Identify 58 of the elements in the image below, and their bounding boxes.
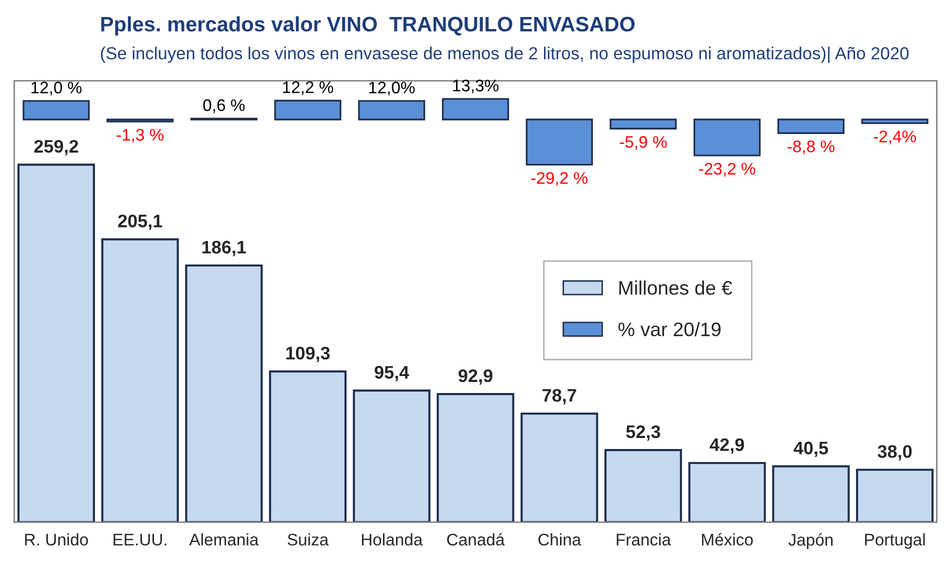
chart-subtitle: (Se incluyen todos los vinos en envasese de menos de 2 litros, no espumoso ni aromatizados)| Año 2020 [100,46,909,63]
bar [772,465,850,522]
bar [777,118,844,134]
bar [436,392,514,522]
x-tick-label: México [702,533,753,546]
x-tick-label: Alemania [189,533,259,546]
data-label: 42,9 [710,438,744,454]
bar [358,100,426,120]
data-label: -8,8 % [788,140,834,154]
data-label: 12,0% [369,82,415,96]
x-tick-label: Portugal [865,533,925,549]
bar [688,462,766,522]
legend-label: % var 20/19 [618,322,721,336]
x-tick-label: EE.UU. [114,534,166,546]
bar [520,412,598,522]
data-label: 205,1 [118,214,162,230]
bar [22,100,90,120]
bar [604,449,682,522]
data-label: 12,0 % [32,82,82,96]
data-label: -2,4% [874,130,916,144]
data-label: 259,2 [34,140,78,156]
data-label: -1,3 % [116,128,164,143]
bar [106,118,174,122]
bar [185,264,263,522]
bar [856,468,934,522]
data-label: 78,7 [542,388,576,404]
data-label: 95,4 [374,366,410,382]
data-label: 109,3 [286,346,330,362]
data-label: -29,2 % [531,172,588,186]
legend-label: Millones de € [619,280,732,295]
data-label: -5,9 % [620,136,667,150]
data-label: -23,2 % [699,162,756,177]
bar [352,390,430,522]
data-label: 52,3 [626,425,660,441]
data-label: 13,3% [453,80,499,94]
x-tick-label: Canadá [447,533,505,546]
x-tick-label: China [538,533,582,546]
x-tick-label: Francia [616,533,672,546]
x-tick-label: R. Unido [25,533,88,546]
bar [861,118,928,124]
chart-title: Pples. mercados valor VINO TRANQUILO ENVASADO [101,16,635,36]
bar [694,118,761,156]
data-label: 38,0 [878,445,912,460]
bar [274,100,342,120]
bar [442,98,510,120]
bar [101,238,179,522]
data-label: 186,1 [202,240,246,256]
bar [17,164,95,522]
data-label: 12,2 % [283,81,334,96]
bar [610,118,677,130]
bar [526,118,593,166]
data-label: 0,6 % [203,99,245,114]
data-label: 92,9 [458,369,492,385]
x-tick-label: Suiza [288,533,329,546]
x-tick-label: Japón [788,533,833,550]
x-tick-label: Holanda [362,533,423,546]
bar [268,370,347,522]
data-label: 40,5 [794,442,828,458]
